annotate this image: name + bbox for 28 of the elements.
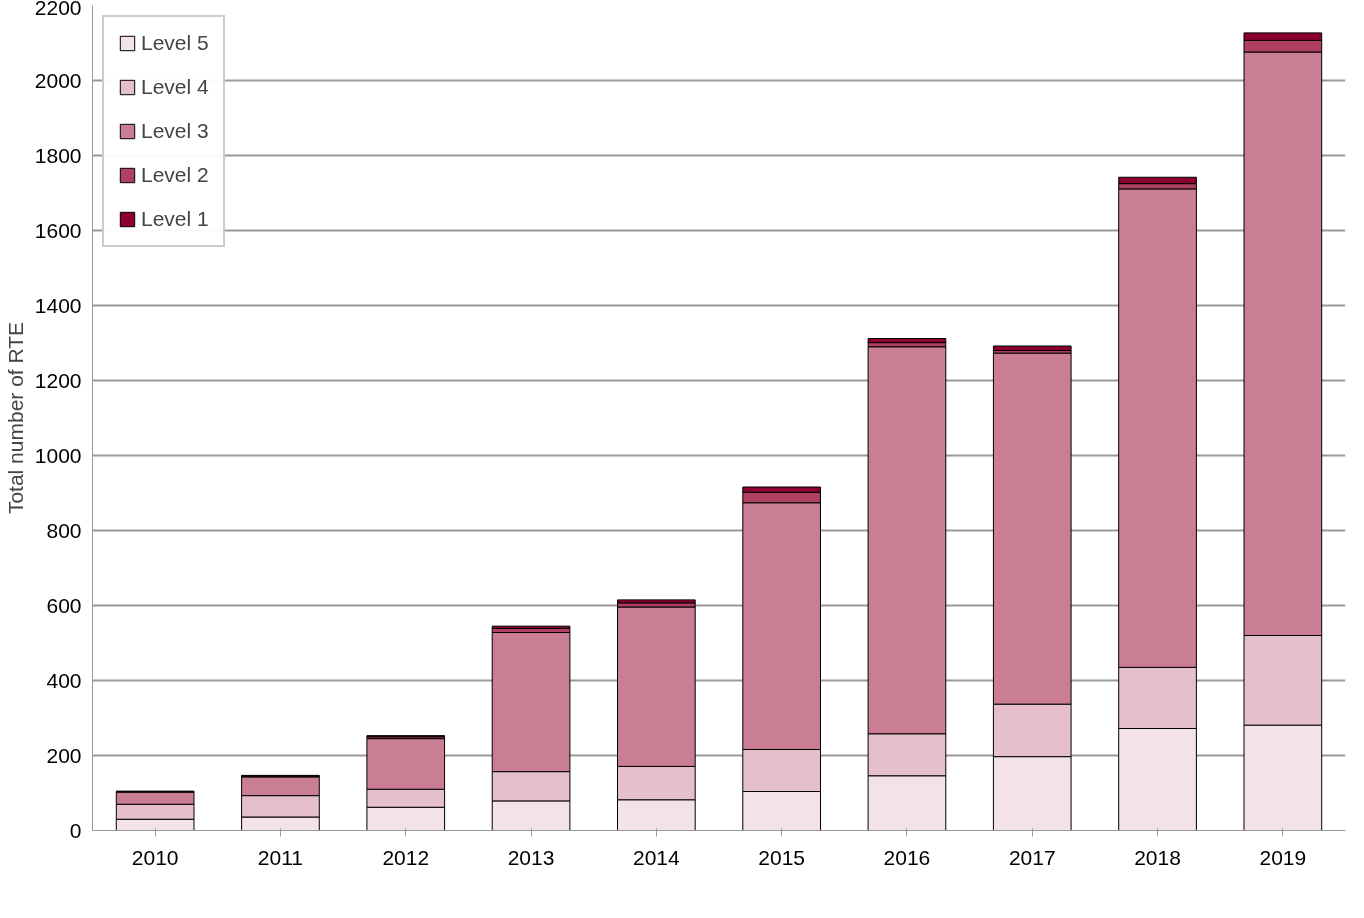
x-tick-label: 2017 (1008, 845, 1056, 869)
legend-label: Level 3 (141, 119, 209, 143)
y-tick-label: 1800 (34, 143, 82, 167)
x-tick-label: 2015 (758, 845, 806, 869)
x-tick-label: 2018 (1134, 845, 1181, 869)
y-tick-label: 1000 (34, 443, 82, 467)
legend-label: Level 1 (141, 207, 209, 231)
y-axis-title: Total number of RTE (3, 321, 27, 515)
y-tick-label: 1200 (34, 368, 82, 392)
x-tick-label: 2016 (883, 845, 931, 869)
y-tick-label: 1400 (34, 293, 82, 317)
legend-label: Level 4 (141, 75, 209, 99)
y-tick-label: 1600 (34, 218, 82, 242)
x-tick-label: 2014 (632, 845, 681, 869)
y-tick-label: 400 (46, 668, 82, 692)
y-tick-label: 200 (46, 743, 82, 767)
x-tick-label: 2012 (382, 845, 430, 869)
x-tick-label: 2011 (257, 845, 304, 869)
x-tick-label: 2019 (1259, 845, 1307, 869)
y-tick-label: 2000 (34, 68, 82, 92)
x-tick-label: 2013 (507, 845, 555, 869)
y-tick-label: 800 (46, 518, 82, 542)
y-tick-label: 0 (69, 818, 82, 842)
legend-label: Level 5 (141, 31, 209, 55)
legend-label: Level 2 (141, 163, 209, 187)
y-tick-label: 600 (46, 593, 82, 617)
x-tick-label: 2010 (131, 845, 179, 869)
y-tick-label: 2200 (34, 0, 82, 19)
